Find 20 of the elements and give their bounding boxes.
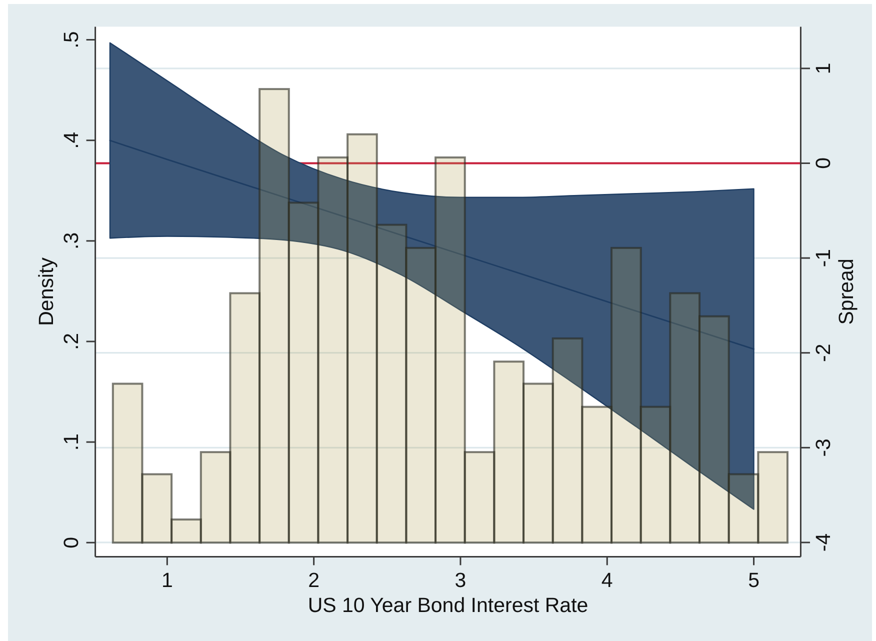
x-tick-label: 2	[308, 569, 320, 592]
y-tick-label: .3	[60, 232, 83, 250]
x-tick-label: 3	[454, 569, 466, 592]
y2-tick-label: -4	[812, 533, 835, 552]
x-tick-label: 1	[161, 569, 173, 592]
y2-tick-label: -1	[812, 248, 835, 268]
y2-tick-label: -3	[812, 438, 835, 457]
y2-tick-label: 1	[812, 62, 835, 74]
y-tick-label: .5	[60, 31, 83, 48]
y-axis-title: Density	[35, 256, 58, 326]
y-tick-label: .2	[60, 332, 83, 350]
y2-tick-label: -2	[812, 344, 835, 362]
x-axis-title: US 10 Year Bond Interest Rate	[308, 594, 588, 617]
y2-tick-label: 0	[812, 158, 835, 169]
y-tick-label: .4	[60, 132, 83, 149]
y-tick-label: 0	[60, 536, 83, 548]
y-tick-label: .1	[60, 433, 83, 451]
y2-axis-title: Spread	[835, 258, 858, 325]
x-tick-label: 5	[748, 569, 760, 592]
x-tick-label: 4	[601, 569, 613, 592]
